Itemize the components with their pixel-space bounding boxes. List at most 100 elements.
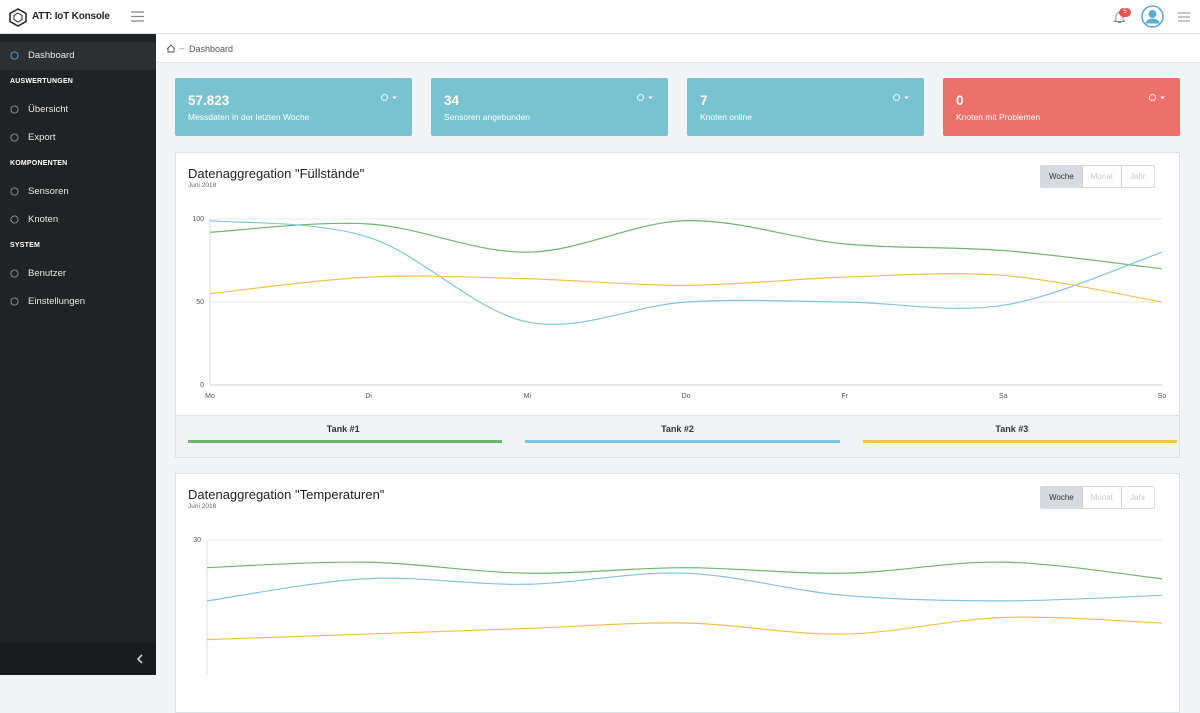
- top-bar: ATT: IoT Konsole 5: [0, 0, 1200, 34]
- nav-label: Übersicht: [28, 104, 69, 115]
- gear: [380, 93, 389, 102]
- nav-section: AUSWERTUNGEN: [10, 78, 74, 85]
- x-tick-label: Do: [682, 393, 691, 400]
- nav-icon-shape: [10, 297, 19, 306]
- y-tick-label: 0: [200, 382, 204, 389]
- card-settings[interactable]: [380, 93, 398, 102]
- range-buttons: Woche Monat Jahr: [1040, 165, 1155, 188]
- legend: Tank #1 Tank #2 Tank #3: [176, 415, 1179, 457]
- home-icon[interactable]: [166, 44, 176, 53]
- range-button[interactable]: Jahr: [1121, 166, 1154, 187]
- range-button[interactable]: Monat: [1081, 166, 1121, 187]
- legend-label[interactable]: Tank #3: [995, 424, 1029, 434]
- range-buttons: Woche Monat Jahr: [1040, 486, 1155, 509]
- notification-badge: 5: [1119, 8, 1131, 17]
- legend-swatch: [188, 440, 503, 443]
- card-settings[interactable]: [636, 93, 654, 102]
- nav-item[interactable]: Export: [0, 124, 156, 152]
- range-button[interactable]: Jahr: [1121, 487, 1154, 508]
- caret: [904, 96, 909, 99]
- nav-item[interactable]: Übersicht: [0, 96, 156, 124]
- gear: [1148, 93, 1157, 102]
- nav-icon: [10, 133, 19, 142]
- series-line: [209, 220, 1163, 270]
- stat-value: 34: [444, 93, 460, 108]
- nav-icon-shape: [10, 187, 19, 196]
- card-settings[interactable]: [1148, 93, 1166, 102]
- nav-section: KOMPONENTEN: [10, 160, 68, 167]
- menu-toggle[interactable]: [131, 11, 144, 22]
- stat-value: 0: [956, 93, 964, 108]
- sidebar-collapse[interactable]: [136, 654, 144, 664]
- stat-label: Knoten online: [700, 112, 752, 122]
- y-tick-label: 30: [193, 537, 201, 544]
- nav-label: Export: [28, 132, 56, 143]
- brand-logo: [9, 8, 27, 27]
- caret: [648, 96, 653, 99]
- nav-icon-shape: [10, 105, 19, 114]
- card-settings[interactable]: [892, 93, 910, 102]
- nav-icon-shape: [10, 269, 19, 278]
- nav-icon: [10, 51, 19, 60]
- sidebar-footer: [0, 643, 156, 675]
- chart-title: Datenaggregation "Temperaturen": [188, 487, 385, 502]
- breadcrumb-bar: –: [156, 34, 1200, 63]
- chart-panel: Datenaggregation "Füllstände" Juni 2018 Wo…: [175, 152, 1180, 458]
- legend-swatch: [525, 440, 840, 443]
- nav-item[interactable]: Knoten: [0, 206, 156, 234]
- nav-item[interactable]: Dashboard: [0, 42, 156, 70]
- chart-panel: Datenaggregation "Temperaturen" Juni 2018…: [175, 473, 1180, 713]
- x-tick-label: Mi: [524, 393, 532, 400]
- legend-swatch: [862, 440, 1177, 443]
- nav-label: Sensoren: [28, 186, 69, 197]
- chart-title: Datenaggregation "Füllstände": [188, 166, 365, 181]
- nav-item[interactable]: Benutzer: [0, 260, 156, 288]
- x-tick-label: Di: [365, 393, 372, 400]
- x-tick-label: Mo: [205, 393, 215, 400]
- chart-subtitle: Juni 2018: [188, 182, 217, 189]
- stat-value: 7: [700, 93, 708, 108]
- nav-item[interactable]: Einstellungen: [0, 288, 156, 316]
- legend-label[interactable]: Tank #1: [326, 424, 360, 434]
- nav-icon: [10, 269, 19, 278]
- stat-card: 7 Knoten online: [687, 78, 924, 136]
- x-tick-label: Sa: [999, 393, 1008, 400]
- nav-icon-shape: [10, 215, 19, 224]
- range-button[interactable]: Woche: [1041, 487, 1082, 508]
- nav-item[interactable]: Sensoren: [0, 178, 156, 206]
- nav-label: Einstellungen: [28, 296, 86, 307]
- y-tick-label: 100: [192, 216, 204, 223]
- x-tick-label: So: [1158, 393, 1167, 400]
- nav-icon: [10, 297, 19, 306]
- y-tick-label: 50: [196, 299, 204, 306]
- sidebar: Dashboard AUSWERTUNGEN Übersicht Export KOMP…: [0, 34, 156, 675]
- breadcrumb[interactable]: Dashboard: [189, 44, 234, 54]
- stat-label: Knoten mit Problemen: [956, 112, 1041, 122]
- nav-label: Dashboard: [28, 50, 75, 61]
- chart-subtitle: Juni 2018: [188, 503, 217, 510]
- nav-section: SYSTEM: [10, 242, 40, 249]
- series-line: [206, 572, 1163, 602]
- nav-icon-shape: [10, 133, 19, 142]
- nav-label: Knoten: [28, 214, 59, 225]
- series-line: [209, 273, 1163, 303]
- series-line: [206, 561, 1163, 580]
- more-menu[interactable]: [1178, 12, 1190, 22]
- stat-value: 57.823: [188, 93, 230, 108]
- chart-layer: 0 50 100 Mo Di Mi Do Fr Sa So 30: [192, 216, 1167, 675]
- user-avatar[interactable]: [1141, 5, 1164, 28]
- caret: [1160, 96, 1165, 99]
- stat-card: 0 Knoten mit Problemen: [943, 78, 1180, 136]
- gear: [892, 93, 901, 102]
- range-button[interactable]: Monat: [1081, 487, 1121, 508]
- stat-card: 57.823 Messdaten in der letzten Woche: [175, 78, 412, 136]
- stat-card: 34 Sensoren angebunden: [431, 78, 668, 136]
- nav-icon: [10, 105, 19, 114]
- nav-icon-shape: [10, 51, 19, 60]
- breadcrumb-separator: –: [179, 43, 185, 53]
- range-button[interactable]: Woche: [1041, 166, 1082, 187]
- nav-icon: [10, 215, 19, 224]
- legend-label[interactable]: Tank #2: [661, 424, 694, 434]
